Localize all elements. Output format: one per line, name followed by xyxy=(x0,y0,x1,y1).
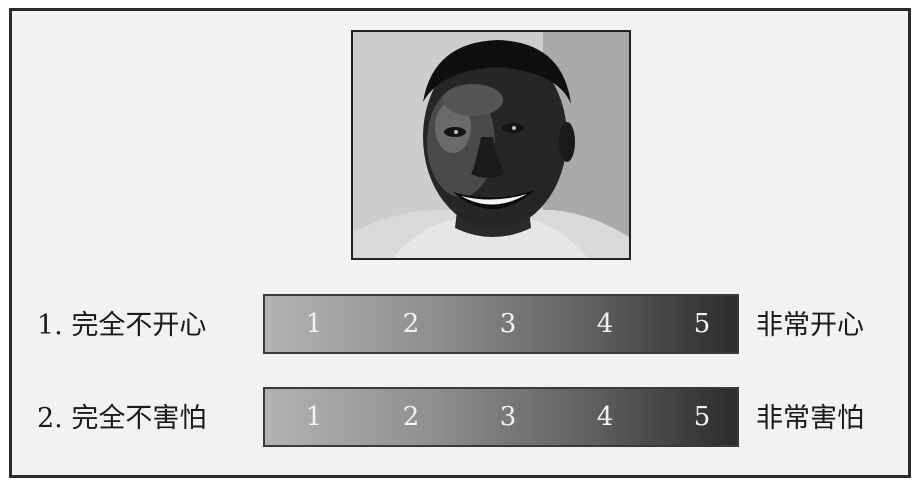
scale-option-1[interactable]: 1 xyxy=(305,309,323,339)
scale-option-4[interactable]: 4 xyxy=(596,309,614,339)
scale-option-4[interactable]: 4 xyxy=(596,402,614,432)
scale-option-2[interactable]: 2 xyxy=(402,309,420,339)
question-1-left-label: 1. 完全不开心 xyxy=(37,310,207,341)
rating-scale-happiness[interactable]: 1 2 3 4 5 xyxy=(263,294,739,354)
scale-option-5[interactable]: 5 xyxy=(693,402,711,432)
scale-option-3[interactable]: 3 xyxy=(499,402,517,432)
question-2-right-label: 非常害怕 xyxy=(756,403,864,434)
face-photo xyxy=(351,30,631,260)
question-1-right-label: 非常开心 xyxy=(756,310,864,341)
scale-option-1[interactable]: 1 xyxy=(305,402,323,432)
rating-row-fear: 2. 完全不害怕 1 2 3 4 5 非常害怕 xyxy=(12,387,908,451)
rating-row-happiness: 1. 完全不开心 1 2 3 4 5 非常开心 xyxy=(12,294,908,358)
scale-option-5[interactable]: 5 xyxy=(693,309,711,339)
face-photo-illustration xyxy=(353,32,629,258)
scale-option-3[interactable]: 3 xyxy=(499,309,517,339)
scale-option-2[interactable]: 2 xyxy=(402,402,420,432)
survey-panel: 1. 完全不开心 1 2 3 4 5 非常开心 2. 完全不害怕 1 2 3 4… xyxy=(9,8,911,478)
rating-scale-fear[interactable]: 1 2 3 4 5 xyxy=(263,387,739,447)
question-2-left-label: 2. 完全不害怕 xyxy=(37,403,207,434)
